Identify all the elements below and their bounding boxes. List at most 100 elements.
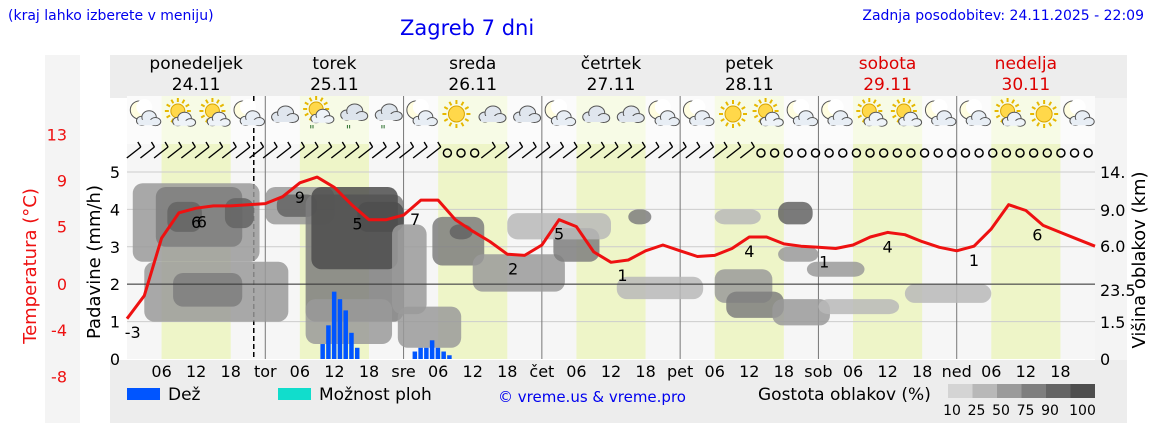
- cloud-density-cell: [449, 224, 473, 240]
- hour-tick-label: 18: [912, 362, 932, 381]
- hour-tick-label: 06: [566, 362, 586, 381]
- rain-bar: [326, 325, 331, 359]
- sun-cloud-icon: [164, 98, 197, 127]
- svg-text:": ": [346, 123, 352, 137]
- cloud-density-cell: [772, 299, 830, 326]
- cloud-density-cell: [173, 272, 243, 307]
- wind-calm-marker: [442, 148, 453, 158]
- day-name-label: četrtek: [581, 54, 642, 74]
- cloud-height-tick-label: 14.: [1100, 163, 1125, 182]
- temperature-axis-title: Temperatura (°C): [20, 188, 41, 345]
- cloud-rain-icon: ": [340, 103, 369, 137]
- cloud-density-cell: [818, 299, 900, 315]
- wind-calm-marker: [974, 148, 984, 158]
- cloud-density-swatch: [948, 384, 973, 398]
- svg-text:": ": [380, 123, 386, 137]
- cloud-density-scale-label: 10: [943, 403, 961, 419]
- wind-barb: [276, 141, 292, 159]
- wind-barb: [330, 141, 346, 159]
- moon-cloud-icon: [129, 99, 162, 127]
- cloud-density-scale-label: 90: [1041, 403, 1059, 419]
- sun-icon: [442, 100, 471, 128]
- cloud-height-tick-label: 6.0: [1100, 237, 1125, 256]
- sun-cloud-rain-icon: ": [303, 96, 335, 137]
- hour-tick-label: 06: [151, 362, 171, 381]
- cloud-density-cell: [778, 246, 819, 262]
- temperature-tick-label: -8: [51, 367, 67, 386]
- hour-tick-label: 12: [186, 362, 206, 381]
- sun-cloud-icon: [856, 98, 888, 127]
- wind-barb: [685, 141, 701, 159]
- location-menu-hint[interactable]: (kraj lahko izberete v meniju): [8, 8, 214, 24]
- cloud-icon: [616, 105, 645, 123]
- rain-bar: [320, 344, 325, 359]
- hour-tick-label: 18: [635, 362, 655, 381]
- temperature-data-label: 6: [191, 213, 201, 232]
- day-date-label: 25.11: [310, 75, 359, 95]
- rain-legend-swatch: [127, 388, 160, 400]
- day-date-label: 28.11: [725, 75, 774, 95]
- day-name-label: ponedeljek: [149, 54, 243, 74]
- day-date-label: 29.11: [863, 75, 912, 95]
- wind-barb: [630, 141, 646, 159]
- hour-tick-label: 06: [290, 362, 310, 381]
- shower-legend-label: Možnost ploh: [319, 385, 432, 405]
- wind-barb: [726, 141, 742, 159]
- cloud-height-axis-title: Višina oblakov (km): [1129, 171, 1150, 348]
- wind-barb: [712, 141, 728, 159]
- wind-barb: [562, 141, 578, 159]
- wind-barb: [317, 141, 333, 159]
- wind-calm-marker: [1028, 148, 1039, 158]
- hour-tick-label: 06: [705, 362, 725, 381]
- hour-tick-label: 06: [428, 362, 448, 381]
- day-short-label: ned: [942, 362, 972, 381]
- rain-bar: [337, 299, 343, 359]
- hour-tick-label: 12: [463, 362, 483, 381]
- wind-barb: [658, 141, 674, 159]
- wind-calm-marker: [892, 148, 903, 158]
- wind-barb: [126, 141, 142, 159]
- wind-barb: [549, 141, 565, 159]
- wind-barb: [235, 141, 251, 159]
- rain-bar: [429, 340, 435, 359]
- cloud-height-tick-label: 9.0: [1100, 201, 1125, 220]
- cloud-density-swatch: [972, 384, 997, 398]
- cloud-density-cell: [714, 209, 761, 225]
- wind-calm-marker: [1042, 148, 1053, 158]
- day-date-label: 27.11: [587, 75, 636, 95]
- cloud-density-scale-label: 75: [1017, 403, 1035, 419]
- cloud-rain-icon: ": [374, 103, 403, 137]
- hour-tick-label: 18: [1050, 362, 1070, 381]
- wind-calm-marker: [810, 148, 821, 158]
- wind-calm-marker: [769, 148, 780, 158]
- cloud-density-cell: [726, 291, 784, 318]
- wind-calm-marker: [1069, 148, 1080, 158]
- wind-calm-marker: [1056, 148, 1066, 158]
- temperature-data-label: -3: [125, 323, 141, 342]
- wind-barb: [249, 141, 265, 159]
- temperature-tick-label: 5: [57, 218, 67, 237]
- rain-bar: [354, 347, 360, 359]
- rain-bar: [331, 291, 337, 359]
- precipitation-tick-label: 5: [110, 163, 120, 182]
- moon-cloud-icon: [233, 99, 266, 127]
- sun-icon: [719, 100, 747, 128]
- wind-calm-marker: [1015, 148, 1025, 158]
- wind-calm-marker: [797, 148, 807, 158]
- hour-tick-label: 18: [774, 362, 794, 381]
- cloud-density-cell: [397, 306, 462, 348]
- sun-cloud-icon: [890, 98, 923, 127]
- sun-cloud-icon: [752, 98, 784, 127]
- wind-calm-marker: [783, 148, 793, 158]
- hour-tick-label: 12: [324, 362, 344, 381]
- day-short-label: pet: [667, 362, 693, 381]
- cloud-density-cell: [778, 201, 813, 225]
- cloud-density-swatch: [997, 384, 1022, 398]
- hour-tick-label: 18: [359, 362, 379, 381]
- precipitation-axis-title: Padavine (mm/h): [84, 185, 105, 339]
- moon-cloud-icon: [544, 99, 577, 127]
- hour-tick-label: 06: [843, 362, 863, 381]
- cloud-density-cell: [357, 201, 404, 232]
- cloud-density-scale-label: 50: [992, 403, 1010, 419]
